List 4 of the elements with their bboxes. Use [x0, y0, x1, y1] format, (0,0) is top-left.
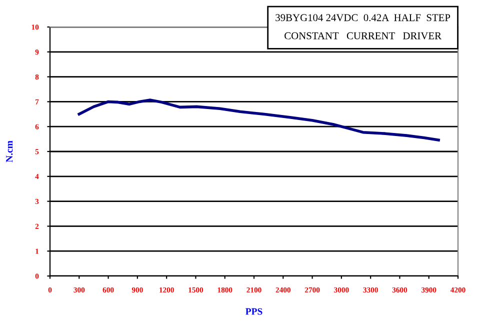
chart-title: 39BYG104 24VDC 0.42A HALF STEP CONSTANT CURRENT DRIVER — [276, 14, 450, 40]
y-axis-title: N.cm — [6, 140, 13, 162]
x-axis-title: PPS — [246, 308, 262, 315]
line-series — [78, 98, 440, 142]
